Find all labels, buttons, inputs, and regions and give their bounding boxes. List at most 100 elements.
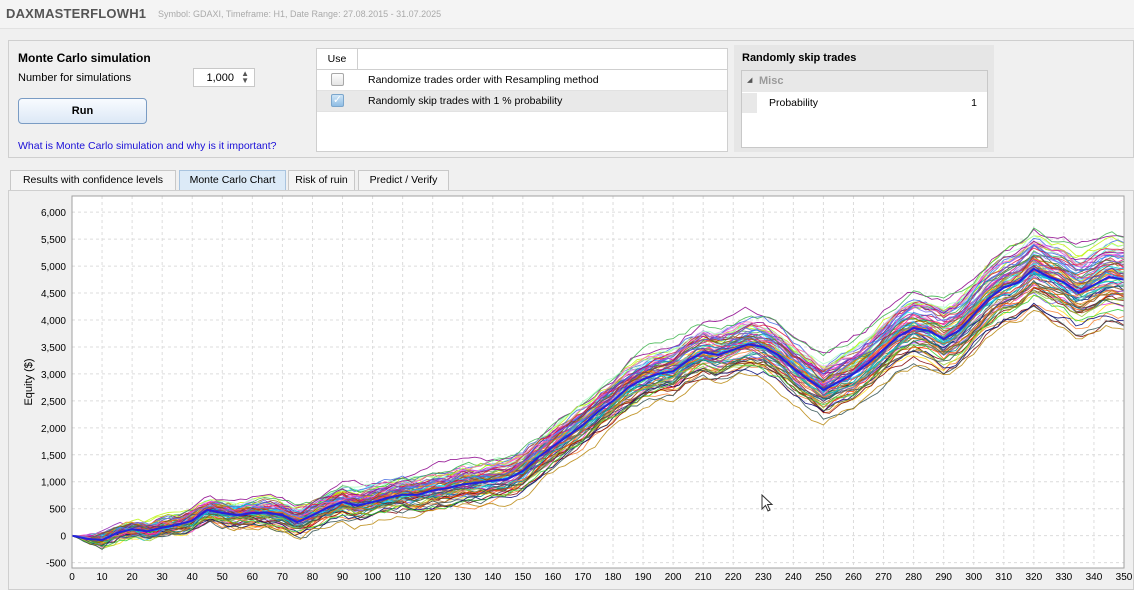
- y-tick-label: 5,000: [41, 262, 66, 273]
- x-tick-label: 280: [905, 572, 922, 583]
- simulation-line: [71, 290, 1125, 550]
- y-tick-label: 1,500: [41, 451, 66, 462]
- option-label: Randomly skip trades with 1 % probabilit…: [368, 95, 563, 107]
- x-tick-label: 30: [157, 572, 169, 583]
- options-table-header: Use: [317, 49, 727, 70]
- y-tick-label: 2,500: [41, 397, 66, 408]
- property-category-misc[interactable]: ◢ Misc: [742, 71, 987, 92]
- x-tick-label: 60: [247, 572, 259, 583]
- option-row-resampling[interactable]: Randomize trades order with Resampling m…: [317, 70, 727, 91]
- simulation-line: [71, 244, 1125, 541]
- property-grid: ◢ Misc Probability 1: [741, 70, 988, 148]
- checkmark-icon: ✓: [332, 94, 343, 106]
- y-tick-label: 3,500: [41, 343, 66, 354]
- x-tick-label: 50: [217, 572, 229, 583]
- simulation-line: [71, 242, 1125, 541]
- x-tick-label: 310: [995, 572, 1012, 583]
- x-tick-label: 80: [307, 572, 319, 583]
- simulation-line: [71, 228, 1125, 544]
- y-tick-label: 6,000: [41, 208, 66, 219]
- property-gutter: [742, 93, 757, 113]
- x-tick-label: 150: [515, 572, 532, 583]
- x-tick-label: 190: [635, 572, 652, 583]
- y-axis-label: Equity ($): [23, 358, 35, 405]
- plot-frame: [71, 195, 1125, 569]
- simulation-line: [71, 289, 1125, 539]
- y-tick-label: 500: [49, 505, 66, 516]
- skip-trades-title: Randomly skip trades: [742, 52, 857, 64]
- x-tick-label: 70: [277, 572, 289, 583]
- simulation-line: [71, 251, 1125, 541]
- simulation-line: [71, 286, 1125, 542]
- x-tick-label: 180: [605, 572, 622, 583]
- simulation-line: [71, 302, 1125, 546]
- y-tick-label: 1,000: [41, 478, 66, 489]
- x-tick-label: 20: [127, 572, 139, 583]
- x-tick-label: 170: [575, 572, 592, 583]
- y-tick-label: 0: [60, 532, 66, 543]
- x-tick-label: 220: [725, 572, 742, 583]
- y-tick-label: -500: [46, 559, 66, 570]
- property-value[interactable]: 1: [971, 97, 977, 109]
- resampling-checkbox[interactable]: [331, 73, 344, 86]
- x-tick-label: 90: [337, 572, 349, 583]
- property-name: Probability: [769, 97, 819, 109]
- mouse-cursor-icon: [761, 494, 774, 512]
- simulation-line: [71, 241, 1125, 542]
- skip-trades-checkbox[interactable]: ✓: [331, 94, 344, 107]
- simulation-line: [71, 309, 1125, 545]
- x-tick-label: 140: [484, 572, 501, 583]
- option-row-skip-trades[interactable]: ✓ Randomly skip trades with 1 % probabil…: [317, 91, 727, 112]
- simulation-line: [71, 279, 1125, 550]
- tab-predict-verify[interactable]: Predict / Verify: [358, 170, 449, 190]
- monte-carlo-help-link[interactable]: What is Monte Carlo simulation and why i…: [18, 140, 277, 152]
- tab-monte-carlo-chart[interactable]: Monte Carlo Chart: [179, 170, 286, 190]
- x-tick-label: 290: [935, 572, 952, 583]
- x-tick-label: 330: [1056, 572, 1073, 583]
- x-tick-label: 200: [665, 572, 682, 583]
- strategy-name: DAXMASTERFLOWH1: [6, 6, 147, 21]
- x-tick-label: 300: [965, 572, 982, 583]
- use-column-header: Use: [317, 49, 358, 69]
- x-tick-label: 270: [875, 572, 892, 583]
- simulations-stepper[interactable]: 1,000 ▲ ▼: [193, 68, 255, 87]
- x-tick-label: 230: [755, 572, 772, 583]
- y-axis-ticks: -500 0 500 1,000 1,500 2,000 2,500 3,000 3,500 4,…: [41, 208, 66, 569]
- x-tick-label: 260: [845, 572, 862, 583]
- simulation-line: [71, 272, 1125, 542]
- x-tick-label: 350: [1116, 572, 1133, 583]
- y-tick-label: 4,000: [41, 316, 66, 327]
- simulation-line: [71, 254, 1125, 543]
- run-button[interactable]: Run: [18, 98, 147, 124]
- x-tick-label: 100: [364, 572, 381, 583]
- stepper-arrows-icon[interactable]: ▲ ▼: [241, 69, 249, 85]
- x-tick-label: 210: [695, 572, 712, 583]
- x-tick-label: 0: [69, 572, 75, 583]
- title-bar: DAXMASTERFLOWH1 Symbol: GDAXI, Timeframe…: [0, 0, 1134, 29]
- simulations-value: 1,000: [206, 72, 234, 84]
- median-line: [71, 267, 1125, 542]
- option-label: Randomize trades order with Resampling m…: [368, 74, 599, 86]
- x-tick-label: 120: [424, 572, 441, 583]
- x-axis-ticks: 0 10 20 30 40 50 60 70 80 90 100 110 120 130 140 150 160…: [69, 572, 1133, 583]
- y-tick-label: 5,500: [41, 235, 66, 246]
- options-table: Use Randomize trades order with Resampli…: [316, 48, 728, 152]
- tab-results-confidence[interactable]: Results with confidence levels: [10, 170, 176, 190]
- y-tick-label: 4,500: [41, 289, 66, 300]
- x-tick-label: 340: [1086, 572, 1103, 583]
- y-tick-label: 2,000: [41, 424, 66, 435]
- category-label: Misc: [759, 75, 784, 87]
- strategy-meta: Symbol: GDAXI, Timeframe: H1, Date Range…: [158, 9, 442, 19]
- x-tick-label: 10: [96, 572, 108, 583]
- collapse-triangle-icon[interactable]: ◢: [747, 77, 753, 84]
- x-tick-label: 110: [395, 572, 411, 583]
- property-row-probability[interactable]: Probability 1: [742, 93, 987, 113]
- x-tick-label: 250: [815, 572, 832, 583]
- x-tick-label: 240: [785, 572, 802, 583]
- x-tick-label: 160: [545, 572, 562, 583]
- median-series: [71, 267, 1125, 542]
- simulations-label: Number for simulations: [18, 72, 132, 84]
- tab-risk-of-ruin[interactable]: Risk of ruin: [288, 170, 355, 190]
- simulation-line: [71, 304, 1125, 546]
